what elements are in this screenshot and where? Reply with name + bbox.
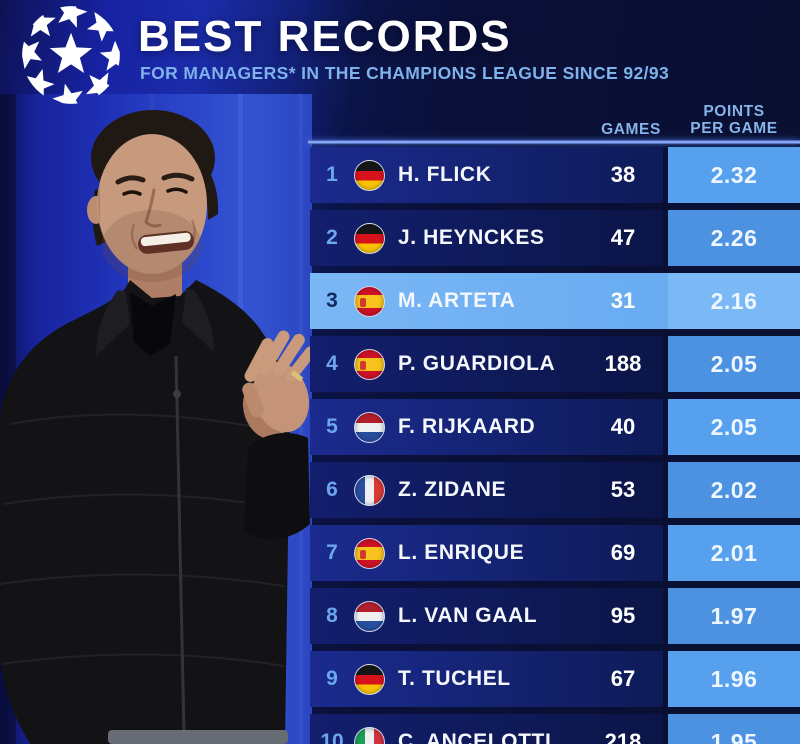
row-main-cell: 9 T. TUCHEL 67	[310, 651, 663, 707]
games-column-header: GAMES	[601, 121, 661, 138]
column-headers: GAMES POINTS PER GAME	[310, 103, 800, 143]
page-subtitle: FOR MANAGERS* IN THE CHAMPIONS LEAGUE SI…	[140, 63, 670, 83]
row-main-cell: 3 M. ARTETA 31	[310, 273, 663, 329]
flag-spain-icon	[354, 285, 385, 317]
manager-name: Z. ZIDANE	[398, 478, 507, 501]
flag-italy-icon	[354, 726, 385, 744]
manager-name: J. HEYNCKES	[398, 226, 545, 249]
table-row: 10 C. ANCELOTTI 218 1.95	[310, 714, 800, 744]
table-row: 4 P. GUARDIOLA 188 2.05	[310, 336, 800, 392]
flag-france-icon	[354, 474, 385, 506]
flag-netherlands-icon	[354, 411, 385, 443]
manager-name: F. RIJKAARD	[398, 415, 536, 438]
games-value: 188	[604, 351, 642, 376]
manager-name: M. ARTETA	[398, 289, 516, 312]
points-per-game-value: 2.01	[668, 525, 800, 581]
flag-spain-icon	[354, 348, 385, 380]
table-row: 7 L. ENRIQUE 69 2.01	[310, 525, 800, 581]
flag-netherlands-icon	[354, 600, 385, 632]
games-value: 31	[610, 288, 636, 313]
points-per-game-value: 1.96	[668, 651, 800, 707]
flag-germany-icon	[354, 222, 385, 254]
row-main-cell: 2 J. HEYNCKES 47	[310, 210, 663, 266]
row-main-cell: 7 L. ENRIQUE 69	[310, 525, 663, 581]
row-main-cell: 10 C. ANCELOTTI 218	[310, 714, 663, 744]
page-title: BEST RECORDS	[138, 12, 512, 61]
table-row: 1 H. FLICK 38 2.32	[310, 147, 800, 203]
row-main-cell: 6 Z. ZIDANE 53	[310, 462, 663, 518]
games-value: 40	[610, 414, 636, 439]
rank-label: 2	[326, 226, 338, 249]
games-value: 95	[610, 603, 636, 628]
table-rows: 1 H. FLICK 38 2.32 2 J. HEYNCKES 47 2.26…	[310, 147, 800, 744]
table-row: 3 M. ARTETA 31 2.16	[310, 273, 800, 329]
games-value: 38	[610, 162, 636, 187]
points-per-game-value: 2.02	[668, 462, 800, 518]
games-value: 67	[610, 666, 636, 691]
row-main-cell: 5 F. RIJKAARD 40	[310, 399, 663, 455]
points-per-game-value: 1.97	[668, 588, 800, 644]
table-top-divider	[308, 140, 800, 144]
manager-name: L. ENRIQUE	[398, 541, 525, 564]
ucl-starball-icon	[22, 6, 120, 104]
table-row: 9 T. TUCHEL 67 1.96	[310, 651, 800, 707]
games-value: 47	[610, 225, 636, 250]
rank-label: 5	[326, 415, 338, 438]
flag-germany-icon	[354, 159, 385, 191]
points-per-game-value: 2.16	[668, 273, 800, 329]
rank-label: 1	[326, 163, 338, 186]
points-per-game-column-header: POINTS PER GAME	[690, 103, 778, 137]
rank-label: 7	[326, 541, 338, 564]
manager-photo	[0, 94, 312, 744]
rank-label: 9	[326, 667, 338, 690]
points-per-game-value: 2.05	[668, 399, 800, 455]
manager-name: L. VAN GAAL	[398, 604, 538, 627]
games-value: 218	[604, 729, 642, 744]
points-per-game-value: 2.26	[668, 210, 800, 266]
table-row: 6 Z. ZIDANE 53 2.02	[310, 462, 800, 518]
table-row: 5 F. RIJKAARD 40 2.05	[310, 399, 800, 455]
points-per-game-value: 1.95	[668, 714, 800, 744]
manager-name: H. FLICK	[398, 163, 492, 186]
games-value: 53	[610, 477, 636, 502]
manager-name: T. TUCHEL	[398, 667, 511, 690]
rank-label: 3	[326, 289, 338, 312]
row-main-cell: 1 H. FLICK 38	[310, 147, 663, 203]
manager-name: C. ANCELOTTI	[398, 730, 552, 744]
rank-label: 6	[326, 478, 338, 501]
rank-label: 8	[326, 604, 338, 627]
rank-label: 4	[326, 352, 338, 375]
row-main-cell: 4 P. GUARDIOLA 188	[310, 336, 663, 392]
points-per-game-value: 2.32	[668, 147, 800, 203]
row-main-cell: 8 L. VAN GAAL 95	[310, 588, 663, 644]
table-row: 2 J. HEYNCKES 47 2.26	[310, 210, 800, 266]
rank-label: 10	[320, 730, 344, 744]
points-per-game-value: 2.05	[668, 336, 800, 392]
table-row: 8 L. VAN GAAL 95 1.97	[310, 588, 800, 644]
manager-name: P. GUARDIOLA	[398, 352, 556, 375]
games-value: 69	[610, 540, 636, 565]
flag-germany-icon	[354, 663, 385, 695]
flag-spain-icon	[354, 537, 385, 569]
